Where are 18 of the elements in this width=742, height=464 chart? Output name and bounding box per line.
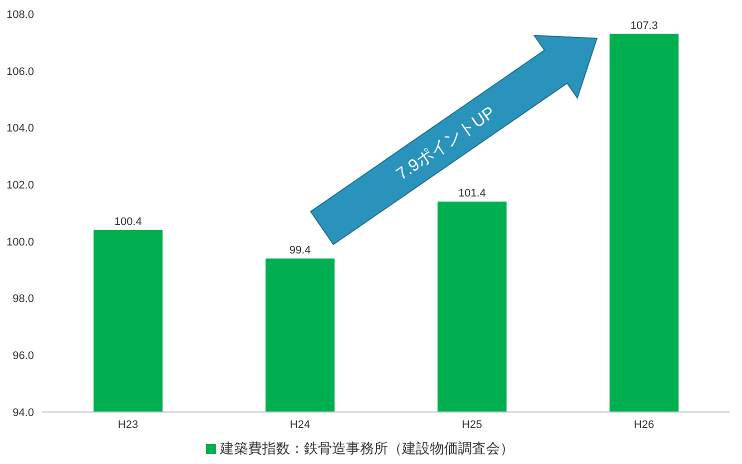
x-tick-label: H25 [462, 418, 482, 431]
data-label: 100.4 [114, 216, 142, 228]
y-tick-label: 100.0 [6, 236, 34, 248]
y-tick-label: 102.0 [6, 179, 34, 192]
y-tick-label: 106.0 [6, 66, 34, 78]
y-tick-label: 96.0 [12, 350, 34, 362]
y-tick-label: 108.0 [6, 8, 34, 21]
data-label: 99.4 [289, 244, 311, 256]
data-label: 107.3 [630, 20, 658, 32]
data-label: 101.4 [458, 188, 486, 200]
x-tick-label: H24 [290, 418, 310, 431]
x-tick-label: H26 [634, 418, 654, 431]
y-tick-label: 104.0 [6, 122, 34, 135]
y-tick-label: 94.0 [12, 406, 34, 419]
annotation: 7.9ポイントUP [392, 102, 499, 184]
legend-label: 建築費指数：鉄骨造事務所（建設物価調査会） [220, 440, 514, 456]
x-tick-label: H23 [118, 418, 138, 431]
y-tick-label: 98.0 [12, 293, 34, 306]
